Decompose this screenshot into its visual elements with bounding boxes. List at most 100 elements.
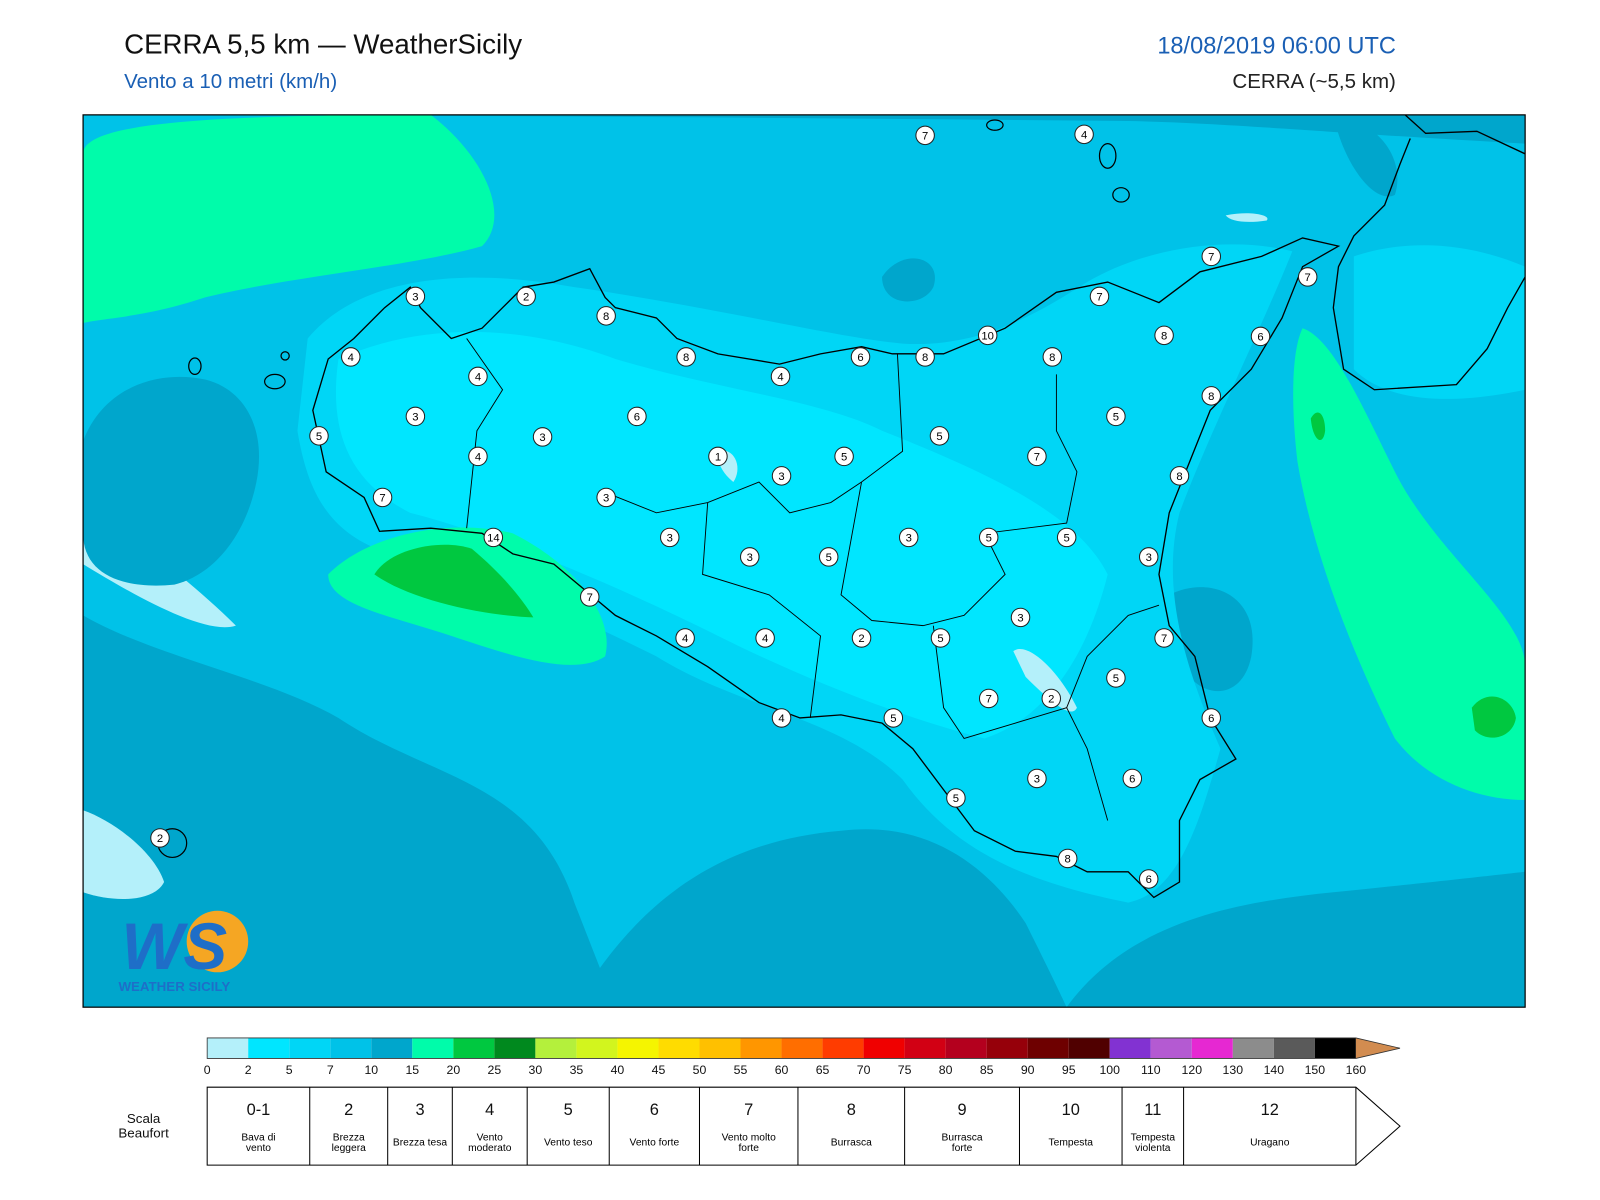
station: 7 — [1089, 286, 1110, 307]
wind-zone — [1333, 114, 1398, 197]
colorbar-tick-label: 7 — [327, 1063, 334, 1077]
beaufort-desc: Burrasca — [830, 1137, 872, 1149]
station-value: 8 — [683, 352, 689, 364]
station-marker — [675, 628, 695, 648]
beaufort-force: 2 — [344, 1101, 353, 1119]
station-value: 5 — [1113, 673, 1119, 685]
wind-zone — [1353, 245, 1526, 399]
station-marker — [405, 406, 426, 427]
province-border — [604, 353, 904, 514]
station-value: 3 — [1034, 774, 1040, 786]
station-value: 6 — [634, 412, 640, 424]
station: 2 — [851, 628, 872, 648]
station-value: 8 — [922, 352, 928, 364]
station-marker — [915, 347, 935, 367]
station-marker — [818, 547, 839, 567]
wind-zone — [1471, 696, 1516, 738]
station: 8 — [1042, 347, 1063, 367]
station-marker — [1042, 347, 1063, 367]
colorbar-segment — [822, 1037, 864, 1059]
station-marker — [1154, 325, 1174, 346]
station: 7 — [1201, 246, 1222, 267]
station-marker — [1027, 768, 1047, 789]
station: 7 — [915, 125, 935, 146]
station-marker — [850, 347, 871, 367]
wind-zone — [1310, 412, 1326, 441]
station-value: 2 — [1048, 694, 1054, 706]
station: 4 — [468, 446, 488, 467]
station-marker — [1089, 286, 1110, 307]
station-marker — [834, 446, 854, 467]
station: 1 — [708, 446, 728, 467]
station-marker — [755, 628, 775, 648]
station-marker — [1154, 628, 1174, 648]
colorbar-segment — [699, 1037, 741, 1059]
wind-zone — [1169, 587, 1253, 692]
station-value: 8 — [1065, 854, 1071, 866]
station: 3 — [596, 487, 616, 508]
colorbar-tick-label: 150 — [1305, 1063, 1326, 1077]
station-marker — [483, 527, 504, 548]
beaufort-desc-box: Vento forte — [630, 1138, 680, 1148]
station-value: 7 — [1161, 633, 1167, 645]
beaufort-force: 3 — [415, 1101, 424, 1119]
province-border — [702, 502, 822, 719]
beaufort-desc-box: Uragano — [1250, 1138, 1289, 1148]
station: 3 — [771, 466, 792, 486]
beaufort-desc-box: Brezza tesa — [393, 1138, 447, 1148]
station-marker — [516, 286, 536, 307]
station-marker — [978, 527, 999, 548]
station: 6 — [850, 347, 871, 367]
wind-zone — [574, 829, 1067, 1008]
colorbar-segment — [453, 1037, 495, 1059]
station: 4 — [1074, 124, 1094, 145]
station-marker — [596, 487, 616, 508]
station-value: 4 — [475, 452, 481, 464]
beaufort-desc-box: Vento teso — [544, 1138, 592, 1148]
station-value: 5 — [936, 431, 942, 443]
colorbar-segment — [945, 1037, 987, 1059]
colorbar-tick-label: 80 — [939, 1063, 953, 1077]
station-value: 7 — [1034, 452, 1040, 464]
beaufort-desc: Vento molto forte — [721, 1132, 776, 1154]
station-value: 4 — [475, 372, 481, 384]
colorbar-segment — [1027, 1037, 1069, 1059]
station-marker — [341, 347, 361, 367]
beaufort-desc-box: Vento moderato — [468, 1133, 511, 1154]
station-value: 3 — [412, 412, 418, 424]
beaufort-label: Scala Beaufort — [118, 1111, 169, 1140]
station-marker — [946, 788, 966, 808]
province-border — [466, 338, 504, 529]
station: 5 — [1106, 406, 1126, 427]
station: 8 — [915, 347, 935, 367]
station: 5 — [1056, 527, 1077, 548]
colorbar-tick-label: 160 — [1346, 1063, 1367, 1077]
station-marker — [676, 347, 696, 367]
wind-zone — [83, 810, 165, 900]
station: 4 — [341, 347, 361, 367]
beaufort-outline — [206, 1086, 1401, 1166]
station: 14 — [483, 527, 504, 548]
station: 5 — [818, 547, 839, 567]
station-value: 5 — [316, 431, 322, 443]
station-value: 3 — [539, 432, 545, 444]
colorbar-tick-label: 30 — [529, 1063, 543, 1077]
station: 2 — [1041, 688, 1062, 709]
beaufort-desc: Brezza leggera — [331, 1132, 366, 1154]
colorbar-segment — [1273, 1037, 1315, 1059]
wind-zone — [83, 114, 495, 324]
station-value: 5 — [953, 793, 959, 805]
beaufort-force: 11 — [1144, 1101, 1161, 1119]
station-marker — [1201, 708, 1222, 728]
station: 8 — [1057, 848, 1078, 869]
station-marker — [771, 708, 792, 728]
station-marker — [1201, 386, 1222, 406]
beaufort-force: 7 — [744, 1101, 753, 1119]
station-value: 3 — [1146, 552, 1152, 564]
beaufort-force: 4 — [485, 1101, 494, 1119]
station: 10 — [977, 325, 998, 346]
station-marker — [1041, 688, 1062, 709]
station-marker — [1122, 768, 1143, 789]
colorbar-outline — [206, 1037, 1401, 1059]
station: 4 — [771, 708, 792, 728]
